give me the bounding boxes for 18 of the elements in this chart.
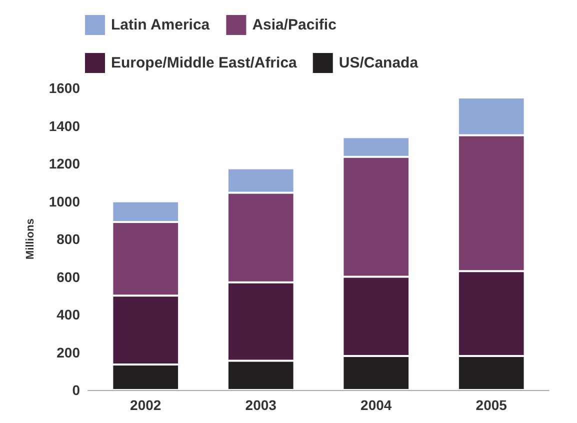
y-tick-label: 1400 bbox=[48, 118, 80, 134]
y-tick-label: 200 bbox=[56, 344, 80, 360]
y-tick-label: 1200 bbox=[48, 156, 80, 172]
legend-label: Latin America bbox=[111, 16, 210, 34]
legend-label: Europe/Middle East/Africa bbox=[111, 54, 298, 72]
y-axis-title: Millions bbox=[24, 218, 36, 260]
x-tick-label: 2002 bbox=[130, 397, 162, 413]
legend-label: US/Canada bbox=[338, 54, 419, 72]
y-tick-label: 0 bbox=[72, 382, 80, 398]
y-tick-label: 600 bbox=[56, 268, 80, 285]
x-tick-label: 2003 bbox=[245, 397, 277, 413]
y-tick-label: 800 bbox=[56, 231, 80, 247]
x-tick-label: 2004 bbox=[360, 397, 392, 413]
x-tick-label: 2005 bbox=[476, 397, 508, 413]
y-tick-label: 1000 bbox=[48, 193, 80, 210]
legend-label: Asia/Pacific bbox=[252, 16, 336, 34]
y-tick-label: 400 bbox=[56, 306, 80, 322]
y-tick-label: 1600 bbox=[48, 80, 80, 96]
